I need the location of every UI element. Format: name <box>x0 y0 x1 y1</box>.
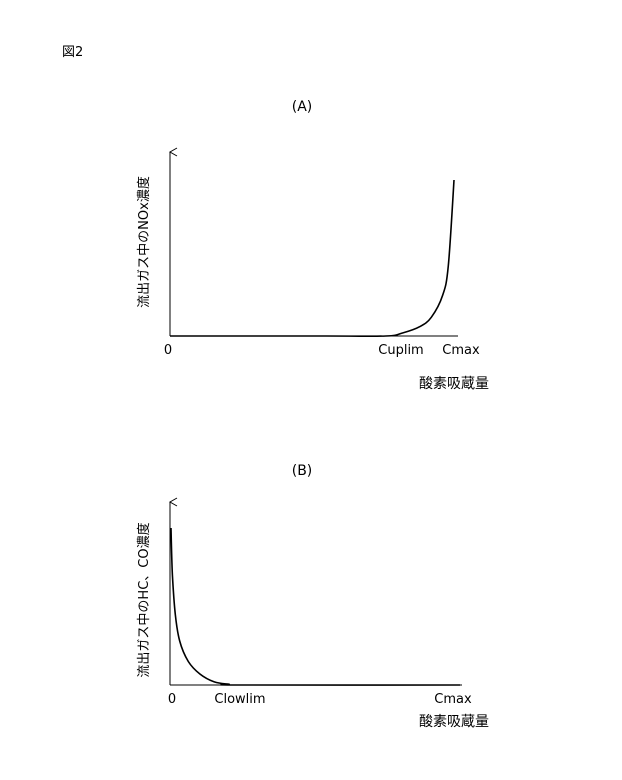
chart-b-tick-clowlim: Clowlim <box>214 692 265 707</box>
chart-a-tick-0: 0 <box>164 343 172 358</box>
chart-a-tick-cmax: Cmax <box>442 343 480 358</box>
figure-label: 図2 <box>62 45 83 60</box>
chart-a-x-label: 酸素吸蔵量 <box>419 376 489 392</box>
chart-b-tick-cmax: Cmax <box>434 692 472 707</box>
chart-a-y-label: 流出ガス中のNOx濃度 <box>136 176 152 308</box>
chart-b: (B) 0 Clowlim Cmax 酸素吸蔵量 流出ガス中のHC、CO濃度 <box>136 463 489 730</box>
chart-b-x-label: 酸素吸蔵量 <box>419 714 489 730</box>
chart-a: (A) 0 Cuplim Cmax 酸素吸蔵量 流出ガス中のNOx濃度 <box>136 99 489 392</box>
chart-b-hc-co-curve <box>171 528 460 685</box>
chart-a-nox-curve <box>170 180 454 336</box>
chart-b-tick-0: 0 <box>168 692 176 707</box>
chart-a-title: (A) <box>292 99 313 115</box>
chart-b-y-label: 流出ガス中のHC、CO濃度 <box>136 522 152 677</box>
chart-a-tick-cuplim: Cuplim <box>378 343 423 358</box>
chart-b-title: (B) <box>292 463 313 479</box>
